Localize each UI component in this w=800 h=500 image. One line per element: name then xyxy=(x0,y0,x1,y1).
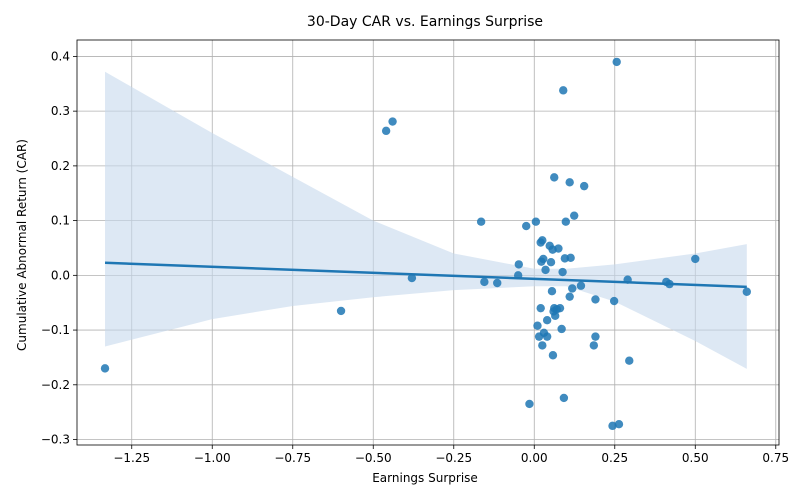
x-tick-label: 0.50 xyxy=(682,451,709,465)
x-tick-label: −1.25 xyxy=(113,451,150,465)
data-point xyxy=(538,341,547,350)
data-point xyxy=(559,86,568,95)
data-point xyxy=(565,292,574,301)
y-axis-ticks: −0.3 −0.2 −0.1 0.0 0.1 0.2 0.3 0.4 xyxy=(41,49,77,447)
data-point xyxy=(539,254,548,264)
regression-line-path xyxy=(104,261,747,289)
data-point xyxy=(100,364,110,373)
x-tick-label: −1.00 xyxy=(194,451,231,465)
data-point xyxy=(554,244,563,253)
data-point xyxy=(476,217,486,226)
y-axis-label: Cumulative Abnormal Return (CAR) xyxy=(15,139,29,351)
confidence-band xyxy=(105,71,747,369)
data-point xyxy=(555,303,565,313)
data-point xyxy=(625,356,634,365)
confidence-band-area xyxy=(105,71,747,369)
y-tick-label: 0.3 xyxy=(51,104,70,118)
scatter-points xyxy=(100,57,751,431)
x-tick-label: 0.75 xyxy=(762,451,789,465)
data-point xyxy=(561,217,571,226)
data-point xyxy=(493,278,502,288)
data-point xyxy=(557,324,566,334)
x-tick-label: 0.00 xyxy=(521,451,548,465)
data-point xyxy=(691,254,700,264)
data-point xyxy=(559,393,569,403)
data-point xyxy=(566,253,575,263)
data-point xyxy=(550,311,560,321)
data-point xyxy=(541,265,550,275)
data-point xyxy=(547,287,557,296)
x-tick-label: −0.50 xyxy=(355,451,392,465)
x-axis-ticks: −1.25 −1.00 −0.75 −0.50 −0.25 0.00 0.25 0.50 0.7… xyxy=(113,445,789,465)
data-point xyxy=(336,306,346,316)
y-tick-label: −0.2 xyxy=(41,378,70,392)
data-point xyxy=(381,126,391,136)
data-point xyxy=(591,295,600,304)
data-point xyxy=(388,117,397,126)
data-point xyxy=(579,181,589,191)
data-point xyxy=(525,399,534,409)
data-point xyxy=(550,173,559,182)
data-point xyxy=(531,217,541,226)
data-point xyxy=(569,211,579,220)
x-tick-label: 0.25 xyxy=(601,451,628,465)
data-point xyxy=(538,236,547,245)
y-tick-label: −0.3 xyxy=(41,433,70,447)
regression-line xyxy=(104,261,747,289)
chart-title: 30-Day CAR vs. Earnings Surprise xyxy=(307,14,543,30)
x-tick-label: −0.75 xyxy=(274,451,311,465)
data-point xyxy=(533,321,542,330)
y-tick-label: 0.1 xyxy=(51,214,70,228)
data-point xyxy=(542,316,552,325)
data-point xyxy=(407,273,417,283)
data-point xyxy=(742,287,751,296)
data-point xyxy=(558,267,567,277)
y-tick-label: −0.1 xyxy=(41,323,70,337)
x-axis-label: Earnings Surprise xyxy=(372,471,478,485)
data-point xyxy=(612,57,621,67)
data-point xyxy=(568,284,577,293)
data-point xyxy=(542,332,552,341)
data-point xyxy=(576,281,586,290)
data-point xyxy=(614,420,624,429)
x-tick-label: −0.25 xyxy=(435,451,472,465)
data-point xyxy=(514,260,524,269)
data-point xyxy=(480,277,489,287)
data-point xyxy=(536,303,545,313)
data-point xyxy=(548,351,558,360)
data-point xyxy=(591,332,600,341)
y-tick-label: 0.4 xyxy=(51,49,70,63)
data-point xyxy=(546,258,556,267)
plot-frame xyxy=(76,39,780,446)
data-point xyxy=(609,296,619,306)
data-point xyxy=(565,178,574,187)
data-point xyxy=(522,221,531,231)
data-point xyxy=(589,341,599,350)
data-point xyxy=(608,421,617,431)
y-tick-label: 0.2 xyxy=(51,159,70,173)
grid xyxy=(77,40,779,445)
y-tick-label: 0.0 xyxy=(51,268,70,282)
